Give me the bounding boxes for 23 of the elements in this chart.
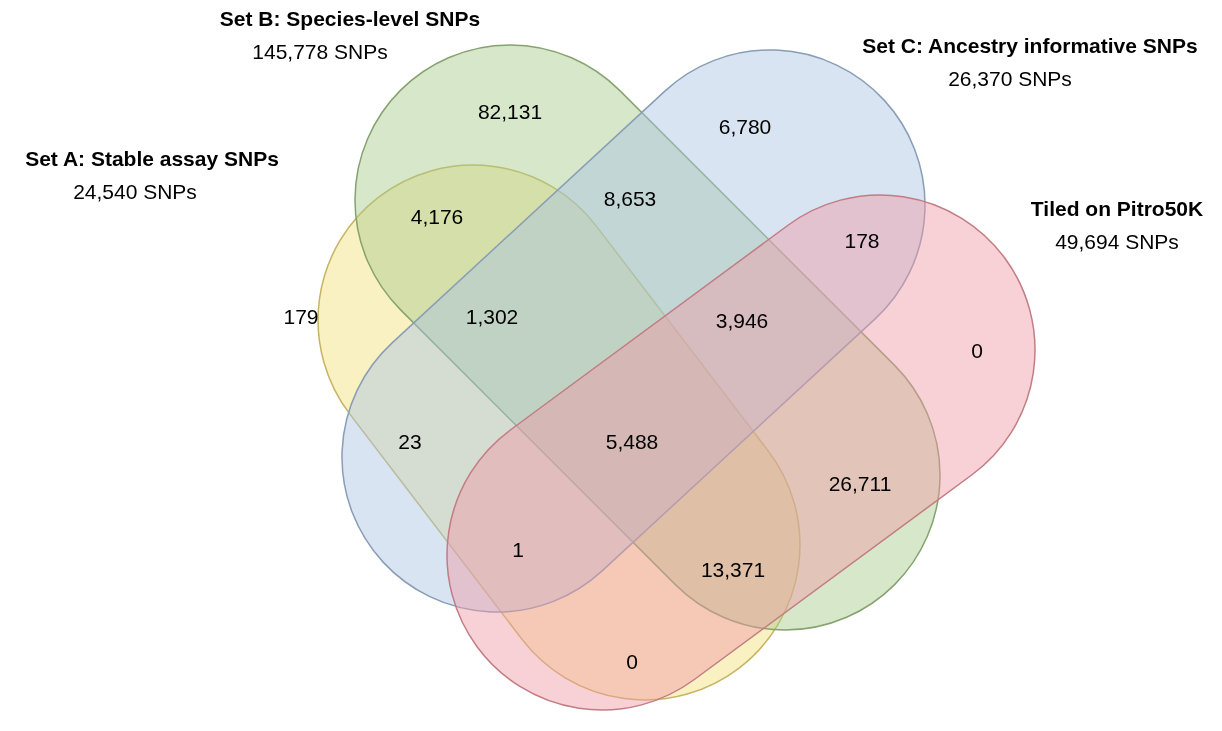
data-label: 6,780 — [718, 114, 772, 138]
data-label: 4,176 — [410, 204, 464, 228]
data-label: 1,302 — [465, 304, 519, 328]
text: 24,540 SNPs — [73, 179, 197, 203]
data-label: 5,488 — [605, 429, 659, 453]
data-label: 179 — [283, 304, 319, 328]
text: Set B: Species-level SNPs — [219, 6, 481, 30]
text: 26,370 SNPs — [948, 66, 1072, 90]
data-label: 0 — [971, 338, 983, 362]
data-label: 1 — [512, 537, 524, 561]
data-label: 82,131 — [477, 99, 543, 123]
data-label: 8,653 — [603, 186, 657, 210]
text: 145,778 SNPs — [252, 39, 388, 63]
text: 49,694 SNPs — [1055, 229, 1179, 253]
data-label: 3,946 — [715, 308, 769, 332]
text: Set A: Stable assay SNPs — [25, 146, 279, 170]
data-label: 26,711 — [828, 471, 892, 495]
text: Tiled on Pitro50K — [1030, 196, 1204, 220]
data-label: 0 — [626, 649, 638, 673]
data-label: 13,371 — [700, 557, 766, 581]
text: Set C: Ancestry informative SNPs — [862, 33, 1198, 57]
data-label: 23 — [398, 429, 422, 453]
data-label: 178 — [844, 228, 880, 252]
